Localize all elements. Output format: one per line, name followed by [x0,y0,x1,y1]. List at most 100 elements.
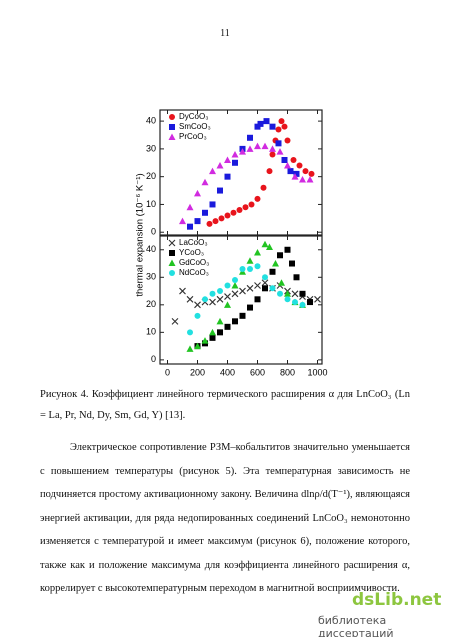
data-point [281,123,288,130]
data-point [186,203,194,211]
data-point [231,150,239,158]
data-point [290,157,297,163]
data-point [302,168,309,175]
data-point [266,243,273,251]
data-point [186,295,194,303]
data-point [247,134,253,141]
plot-frame [159,235,323,365]
data-point [261,240,269,248]
data-point [254,249,261,256]
data-point [179,217,186,225]
data-point [231,290,239,298]
data-point [269,145,276,152]
data-point [299,301,306,308]
watermark-tagline: библиотека диссертаций [318,614,394,637]
data-point [239,266,246,273]
data-point [261,279,269,287]
data-point [254,263,261,270]
legend-marker [168,133,176,140]
x-axis-label: T (K) [231,379,252,380]
legend-label: LaCoO₃ [179,238,208,247]
data-point [230,209,237,216]
y-tick-label: 30 [146,143,156,153]
data-point [246,145,254,152]
data-point [218,215,225,222]
data-point [269,268,276,275]
x-tick-label: 400 [220,367,235,377]
x-tick-label: 200 [190,367,205,377]
data-point [239,287,246,295]
data-point [209,201,216,208]
data-point [209,298,216,306]
y-tick-label: 10 [146,199,156,209]
data-point [209,167,216,175]
data-point [187,329,193,336]
data-point [284,246,291,253]
legend-marker [169,114,175,120]
legend-label: SmCoO₃ [179,122,211,131]
data-point [224,301,231,308]
data-point [216,317,224,325]
data-point [278,118,285,125]
data-point [293,274,300,281]
data-point [242,204,249,211]
watermark-logo: dsLib.net [352,590,442,610]
data-point [276,148,284,155]
data-point [231,282,239,289]
data-point [216,295,224,303]
data-point [308,170,315,177]
data-point [224,293,231,300]
data-point [262,285,268,292]
data-point [232,318,238,325]
legend-label: GdCoO₃ [179,258,209,267]
data-point [299,290,306,297]
data-point [212,218,219,225]
data-point [246,257,254,264]
data-point [299,175,306,183]
data-point [261,142,269,150]
data-point [307,299,313,306]
data-point [232,277,238,284]
data-point [224,323,231,330]
data-point [194,218,201,225]
data-point [262,274,268,281]
data-point [263,118,270,125]
data-point [306,175,314,183]
data-point [201,337,209,344]
data-point [171,317,179,325]
data-point [206,220,213,227]
data-point [266,168,273,175]
y-tick-label: 20 [146,299,156,309]
data-point [284,290,291,297]
data-point [284,162,291,169]
data-point [291,290,299,298]
data-point [194,342,201,350]
data-point [254,282,261,289]
data-point [239,148,246,155]
data-point [284,296,291,303]
data-point [246,284,254,292]
data-point [239,312,246,319]
legend-marker [168,239,176,247]
data-point [224,156,231,163]
data-point [314,295,321,303]
data-point [269,285,276,292]
data-point [277,252,283,259]
y-tick-label: 10 [146,327,156,337]
x-tick-label: 0 [165,367,170,377]
data-point [292,299,298,306]
data-point [202,209,208,216]
plot-frame [159,109,323,236]
data-point [209,334,216,341]
data-point [272,260,279,267]
legend-marker [169,124,175,130]
data-point [269,151,276,158]
y-tick-label: 0 [151,227,156,237]
figure-caption: Рисунок 4. Коэффициент линейного термиче… [40,389,410,421]
data-point [254,296,261,303]
data-point [248,201,255,208]
paragraph: Электрическое сопротивление РЗМ–кобальти… [40,442,410,594]
y-tick-label: 40 [146,115,156,125]
